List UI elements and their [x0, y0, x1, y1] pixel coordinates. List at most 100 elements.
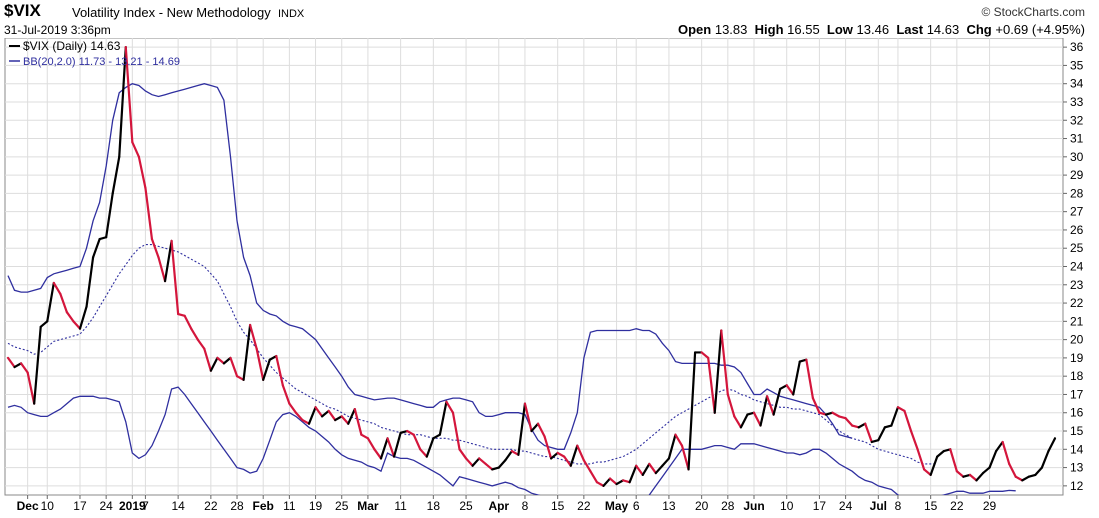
x-tick-label: 7 — [142, 499, 149, 513]
price-segment — [98, 236, 108, 241]
x-tick-label: 2019 — [119, 499, 146, 513]
price-segment — [720, 329, 729, 396]
price-segment — [615, 479, 625, 486]
price-segment — [1008, 462, 1017, 478]
price-chart[interactable]: 12 13 14 15 16 17 18 19 20 21 22 23 24 25 26 27 28 29 30 31… — [0, 38, 1099, 518]
price-segment — [203, 347, 212, 372]
legend-price: $VIX (Daily) 14.63 — [23, 39, 121, 53]
x-tick-label: 20 — [695, 499, 709, 513]
last-label: Last — [896, 22, 924, 37]
y-tick-label: 23 — [1070, 278, 1084, 292]
price-segment — [340, 415, 350, 425]
price-segment — [327, 409, 337, 422]
price-segment — [595, 481, 605, 487]
price-segment — [510, 450, 520, 456]
price-segment — [491, 466, 500, 471]
price-segment — [353, 407, 363, 436]
chg-value: +0.69 (+4.95%) — [995, 22, 1085, 37]
price-segment — [425, 437, 435, 458]
price-segment — [262, 358, 271, 381]
price-segment — [903, 409, 913, 433]
price-segment — [59, 292, 68, 314]
price-segment — [288, 402, 298, 414]
price-segment — [1014, 475, 1024, 482]
price-segment — [33, 325, 42, 405]
x-tick-label: Jun — [743, 499, 764, 513]
price-segment — [294, 411, 304, 422]
price-segment — [6, 356, 16, 369]
x-tick-label: Mar — [357, 499, 379, 513]
x-tick-label: Apr — [488, 499, 509, 513]
bb-lower-line — [7, 386, 1016, 495]
price-segment — [209, 356, 219, 372]
price-segment — [111, 155, 121, 195]
price-segment — [1021, 475, 1030, 482]
price-segment — [543, 435, 553, 460]
x-tick-label: 15 — [551, 499, 565, 513]
y-tick-label: 29 — [1070, 168, 1084, 182]
price-segment — [484, 462, 494, 471]
price-segment — [478, 457, 487, 466]
x-tick-label: Dec — [17, 499, 39, 513]
price-segment — [144, 186, 154, 241]
price-segment — [707, 356, 716, 414]
price-segment — [641, 462, 651, 476]
price-segment — [700, 351, 710, 359]
price-segment — [65, 311, 75, 323]
price-segment — [124, 46, 134, 144]
price-segment — [824, 411, 834, 416]
price-segment — [726, 393, 736, 418]
price-segment — [281, 384, 291, 405]
x-tick-label: 28 — [721, 499, 735, 513]
price-segment — [563, 455, 572, 467]
x-tick-label: 8 — [522, 499, 529, 513]
x-tick-label: 17 — [813, 499, 827, 513]
price-segment — [85, 256, 95, 308]
price-segment — [517, 402, 527, 456]
x-tick-label: 14 — [171, 499, 185, 513]
price-segment — [268, 354, 278, 361]
price-segment — [1001, 440, 1011, 466]
price-segment — [131, 141, 140, 158]
price-segment — [981, 466, 991, 475]
y-tick-label: 34 — [1070, 77, 1084, 91]
price-segment — [936, 450, 945, 458]
price-segment — [550, 451, 559, 460]
price-segment — [386, 437, 396, 458]
ohlc-summary: Open 13.83 High 16.55 Low 13.46 Last 14.… — [678, 22, 1085, 37]
price-segment — [170, 239, 180, 316]
price-segment — [52, 281, 62, 296]
price-segment — [582, 459, 592, 473]
y-tick-label: 13 — [1070, 461, 1084, 475]
y-tick-label: 18 — [1070, 369, 1084, 383]
price-segment — [556, 451, 566, 458]
price-segment — [13, 362, 23, 369]
price-segment — [667, 433, 677, 460]
price-segment — [818, 411, 828, 416]
security-name: Volatility Index - New Methodology INDX — [72, 5, 304, 20]
price-segment — [26, 371, 36, 405]
low-value: 13.46 — [856, 22, 890, 37]
bb-middle-line — [7, 244, 938, 465]
price-segment — [445, 400, 455, 414]
x-tick-label: 22 — [204, 499, 218, 513]
price-segment — [765, 395, 775, 416]
price-segment — [942, 448, 952, 453]
price-segment — [785, 384, 795, 396]
price-segment — [163, 239, 173, 283]
y-tick-label: 25 — [1070, 241, 1084, 255]
price-segment — [870, 439, 880, 444]
price-segment — [916, 448, 926, 471]
price-segment — [523, 402, 533, 433]
x-tick-label: 24 — [839, 499, 853, 513]
ticker-symbol: $VIX — [4, 1, 41, 20]
price-segment — [157, 256, 167, 283]
price-segment — [321, 409, 330, 418]
price-segment — [229, 356, 239, 378]
price-segment — [1027, 473, 1037, 478]
open-label: Open — [677, 22, 712, 37]
price-segment — [654, 464, 664, 475]
price-segment — [373, 448, 383, 460]
price-segment — [883, 424, 893, 429]
